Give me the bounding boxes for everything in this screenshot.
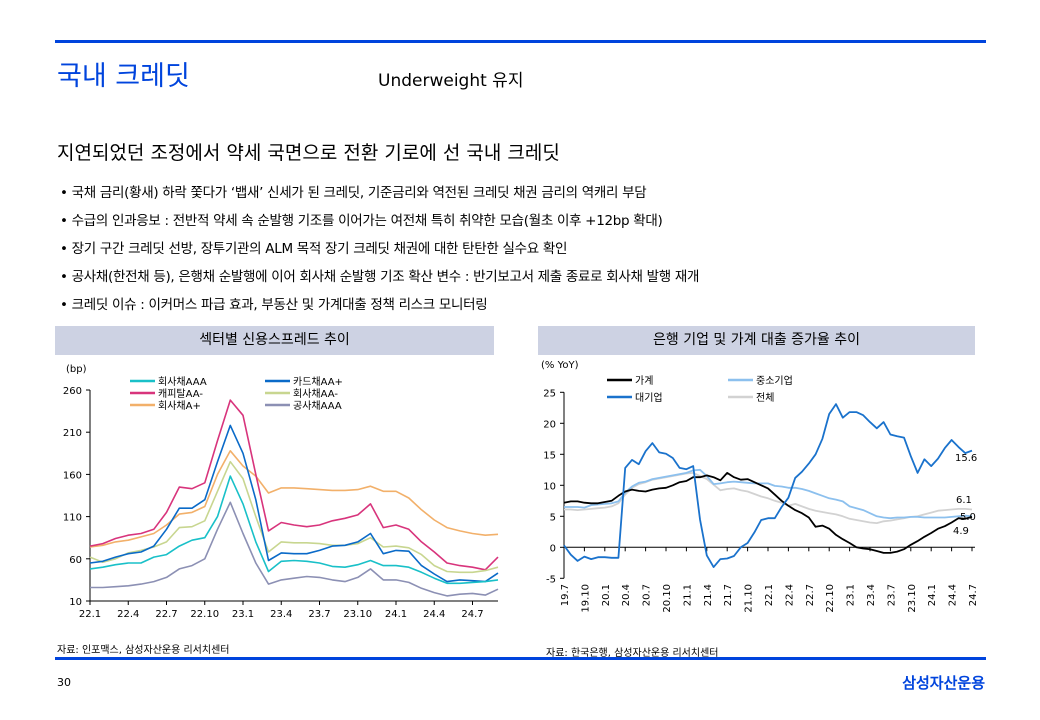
source-note-right: 자료: 한국은행, 삼성자산운용 리서치센터 xyxy=(546,648,719,659)
x-tick-label: 23.7 xyxy=(308,609,330,620)
series-line-공사채AAA xyxy=(90,501,499,597)
series-line-회사채A+ xyxy=(89,449,499,548)
legend-label: 가계 xyxy=(635,375,653,387)
end-value-label: 15.6 xyxy=(955,453,977,464)
x-tick-label: 24.4 xyxy=(423,609,445,620)
series-line-대기업 xyxy=(563,403,973,568)
bullet-item: • 공사채(한전채 등), 은행채 순발행에 이어 회사채 순발행 기조 확산 … xyxy=(60,269,700,285)
legend-label: 공사채AAA xyxy=(293,400,342,412)
x-tick-label: 24.1 xyxy=(385,609,407,620)
end-value-label: 4.9 xyxy=(953,526,969,537)
bullet-item: • 수급의 인과응보 : 전반적 약세 속 순발행 기조를 이어가는 여전채 특… xyxy=(60,213,663,229)
legend-label: 카드채AA+ xyxy=(293,376,343,388)
legend-label: 회사채AA- xyxy=(293,388,338,400)
section-heading: 지연되었던 조정에서 약세 국면으로 전환 기로에 선 국내 크레딧 xyxy=(57,142,560,164)
company-logo: 삼성자산운용 xyxy=(902,674,985,692)
x-tick-label: 21.10 xyxy=(744,584,755,613)
legend-label: 캐피탈AA- xyxy=(158,387,203,400)
x-tick-label: 23.7 xyxy=(886,584,897,606)
page-title: 국내 크레딧 xyxy=(57,61,190,92)
y-tick-label: 15 xyxy=(543,450,556,461)
x-tick-label: 22.4 xyxy=(117,609,139,620)
legend-label: 회사채A+ xyxy=(158,400,201,412)
x-tick-label: 24.7 xyxy=(968,584,979,606)
series-line-회사채AA- xyxy=(89,460,499,574)
legend-label: 중소기업 xyxy=(756,374,793,387)
bottom-rule xyxy=(55,657,986,660)
x-tick-label: 22.1 xyxy=(79,609,101,620)
y-tick-label: 25 xyxy=(543,388,556,399)
chart-title-loans: 은행 기업 및 가계 대출 증가율 추이 xyxy=(538,326,975,355)
y-tick-label: 210 xyxy=(63,428,82,439)
y-unit-label: (% YoY) xyxy=(541,360,579,371)
x-tick-label: 22.10 xyxy=(825,584,836,613)
y-tick-label: 10 xyxy=(543,481,556,492)
bullet-item: • 장기 구간 크레딧 선방, 장투기관의 ALM 목적 장기 크레딧 채권에 … xyxy=(60,241,568,257)
page-number: 30 xyxy=(57,676,71,689)
x-tick-label: 21.4 xyxy=(703,584,714,606)
end-value-label: 5.0 xyxy=(960,512,976,523)
y-tick-label: 110 xyxy=(63,513,82,524)
x-tick-label: 24.1 xyxy=(927,584,938,606)
y-tick-label: 5 xyxy=(550,512,556,523)
y-tick-label: 20 xyxy=(543,419,556,430)
end-value-label: 6.1 xyxy=(956,495,972,506)
x-tick-label: 22.1 xyxy=(764,584,775,606)
x-tick-label: 23.1 xyxy=(232,609,254,620)
x-tick-label: 21.7 xyxy=(723,584,734,606)
x-tick-label: 24.7 xyxy=(461,609,483,620)
top-rule xyxy=(55,40,986,43)
x-tick-label: 22.10 xyxy=(190,609,219,620)
series-line-회사채AAA xyxy=(89,475,499,585)
series-line-카드채AA+ xyxy=(89,424,499,583)
x-tick-label: 22.7 xyxy=(805,584,816,606)
bullet-item: • 국채 금리(황새) 하락 쫓다가 ‘뱁새’ 신세가 된 크레딧, 기준금리와… xyxy=(60,185,647,201)
x-tick-label: 22.4 xyxy=(784,584,795,606)
bullet-item: • 크레딧 이슈 : 이커머스 파급 효과, 부동산 및 가계대출 정책 리스크… xyxy=(60,297,488,313)
y-tick-label: 160 xyxy=(63,470,82,481)
x-tick-label: 19.7 xyxy=(560,584,571,606)
source-note-left: 자료: 인포맥스, 삼성자산운용 리서치센터 xyxy=(57,645,230,656)
x-tick-label: 20.4 xyxy=(621,584,632,606)
series-line-캐피탈AA- xyxy=(89,399,499,571)
x-tick-label: 24.4 xyxy=(948,584,959,606)
x-tick-label: 22.7 xyxy=(155,609,177,620)
legend-label: 대기업 xyxy=(635,391,663,404)
x-tick-label: 21.1 xyxy=(682,584,693,606)
series-line-중소기업 xyxy=(564,468,973,520)
x-tick-label: 20.10 xyxy=(662,584,673,613)
legend-label: 회사채AAA xyxy=(158,376,207,388)
x-tick-label: 19.10 xyxy=(580,584,591,613)
x-tick-label: 23.4 xyxy=(866,584,877,606)
x-tick-label: 20.1 xyxy=(601,584,612,606)
x-tick-label: 23.10 xyxy=(907,584,918,613)
y-unit-label: (bp) xyxy=(66,364,87,375)
y-tick-label: -5 xyxy=(546,574,556,585)
x-tick-label: 23.1 xyxy=(846,584,857,606)
y-tick-label: 260 xyxy=(63,386,82,397)
series-line-가계 xyxy=(563,471,973,554)
page-subtitle: Underweight 유지 xyxy=(378,71,524,91)
x-tick-label: 20.7 xyxy=(642,584,653,606)
y-tick-label: 0 xyxy=(550,543,556,554)
y-tick-label: 60 xyxy=(69,555,82,566)
legend-label: 전체 xyxy=(756,392,774,404)
y-tick-label: 10 xyxy=(69,597,82,608)
series-line-전체 xyxy=(564,471,973,524)
x-tick-label: 23.10 xyxy=(343,609,372,620)
chart-title-spread: 섹터별 신용스프레드 추이 xyxy=(55,326,494,355)
x-tick-label: 23.4 xyxy=(270,609,292,620)
